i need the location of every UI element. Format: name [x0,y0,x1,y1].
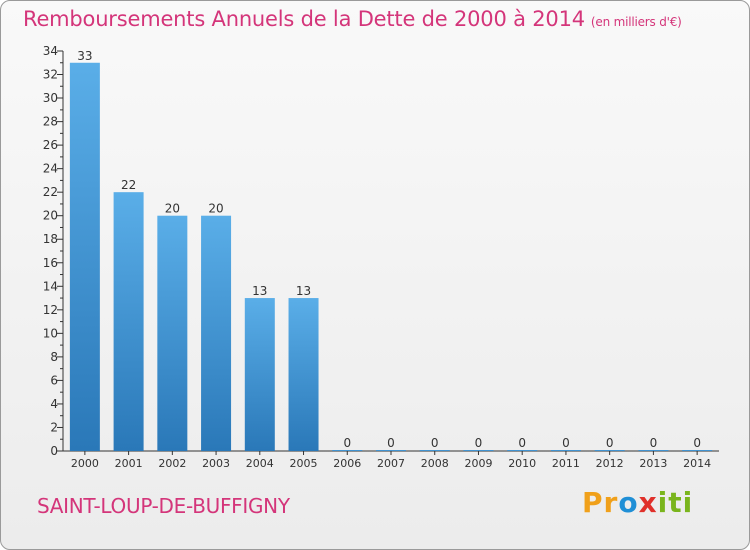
y-tick-label: 26 [43,138,58,152]
y-tick-label: 12 [43,303,58,317]
chart-labels: 33 2000 22 2001 20 2002 20 2003 13 2004 13 2005 0 200… [71,49,711,470]
bar-value-label: 0 [431,436,439,450]
y-tick-label: 32 [43,68,58,82]
y-tick-label: 34 [43,44,58,58]
bar-value-label: 0 [606,436,614,450]
y-tick-label: 10 [43,326,58,340]
y-tick-label: 16 [43,256,58,270]
bar-value-label: 0 [475,436,483,450]
x-tick-label: 2013 [639,457,667,470]
y-tick-label: 6 [50,373,58,387]
y-tick-label: 4 [50,397,58,411]
bar-value-label: 0 [562,436,570,450]
y-tick-label: 22 [43,185,58,199]
y-tick-label: 28 [43,115,58,129]
bar [201,215,232,451]
bar [638,450,669,451]
bar [682,450,713,451]
bar [113,192,144,452]
y-tick-label: 8 [50,350,58,364]
x-tick-label: 2007 [377,457,405,470]
x-tick-label: 2004 [246,457,274,470]
x-tick-label: 2000 [71,457,99,470]
bar-value-label: 33 [77,49,92,63]
bar [157,215,188,451]
bar [332,450,363,451]
x-tick-label: 2010 [508,457,536,470]
bar-value-label: 22 [121,178,136,192]
bar [244,298,275,451]
x-tick-label: 2003 [202,457,230,470]
x-tick-label: 2002 [158,457,186,470]
proxiti-logo: Proxiti [582,486,694,519]
bar [419,450,450,451]
x-tick-label: 2014 [683,457,711,470]
x-tick-label: 2006 [333,457,361,470]
commune-name: SAINT-LOUP-DE-BUFFIGNY [37,494,290,518]
chart-title-text: Remboursements Annuels de la Dette de 20… [23,7,585,31]
chart-unit: (en milliers d'€) [590,15,682,29]
y-tick-label: 0 [50,444,58,458]
x-tick-label: 2008 [421,457,449,470]
bar-value-label: 0 [343,436,351,450]
x-tick-label: 2009 [464,457,492,470]
x-tick-label: 2001 [115,457,143,470]
bar-value-label: 0 [650,436,658,450]
bar-value-label: 20 [165,202,180,216]
bar-value-label: 0 [387,436,395,450]
y-tick-label: 30 [43,91,58,105]
x-tick-label: 2012 [596,457,624,470]
x-tick-label: 2005 [290,457,318,470]
chart-title: Remboursements Annuels de la Dette de 20… [23,7,682,31]
y-tick-label: 14 [43,279,58,293]
bar [463,450,494,451]
bar [594,450,625,451]
y-tick-label: 20 [43,209,58,223]
y-tick-label: 24 [43,162,58,176]
y-tick-label: 2 [50,420,58,434]
bar-value-label: 13 [296,284,311,298]
bar [69,62,100,451]
bar [507,450,538,451]
bar-value-label: 20 [208,202,223,216]
x-tick-label: 2011 [552,457,580,470]
bar [376,450,406,451]
bar [550,450,581,451]
bar [288,298,319,451]
bar-value-label: 13 [252,284,267,298]
chart-bars [69,62,713,452]
bar-value-label: 0 [693,436,701,450]
bar-value-label: 0 [518,436,526,450]
y-tick-label: 18 [43,232,58,246]
